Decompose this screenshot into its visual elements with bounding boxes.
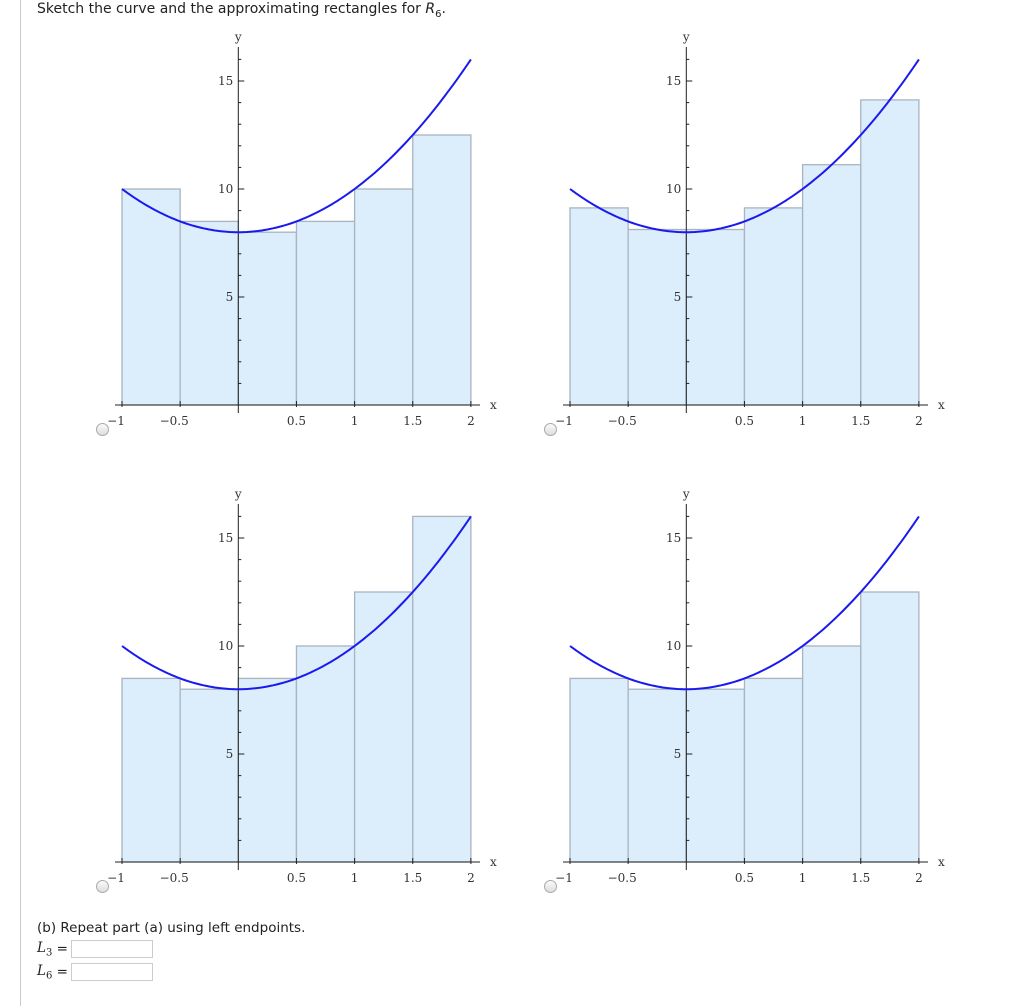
bar [627,228,687,406]
bar [569,207,629,406]
question-text: Sketch the curve and the approximating r… [37,1,446,20]
y-tick-label: 10 [218,639,233,653]
x-tick-label: 1.5 [403,414,422,428]
x-tick-label: −0.5 [160,871,189,885]
y-tick-label: 10 [666,182,681,196]
x-tick-label: 1 [351,871,359,885]
option-chart-4: 5 10 15 −1 −0.5 0.5 1 1.5 2 x y [538,482,968,912]
x-tick-label: 1 [351,414,359,428]
bar [801,164,862,406]
x-tick-label: 1.5 [851,414,870,428]
chart-svg: 5 10 15 −1 −0.5 0.5 1 1.5 2 x y [555,30,945,428]
x-tick-label: −1 [555,871,573,885]
x-tick-label: 2 [915,414,923,428]
y-axis-label: y [682,487,690,501]
x-tick-label: −1 [107,871,125,885]
left-border [20,0,21,1006]
option-radio-4[interactable] [544,880,557,893]
y-axis-label: y [234,30,242,44]
y-tick-label: 5 [226,290,234,304]
bar [353,188,414,406]
option-chart-2: 5 10 15 −1 −0.5 0.5 1 1.5 2 x y [538,25,968,455]
l3-input[interactable] [70,940,153,959]
x-tick-label: 2 [915,871,923,885]
x-tick-label: 2 [467,871,475,885]
bar [353,591,414,863]
bar [121,677,181,863]
y-tick-label: 5 [674,290,682,304]
x-tick-label: 1.5 [403,871,422,885]
bar [743,207,804,406]
x-tick-label: −0.5 [608,414,637,428]
y-tick-label: 15 [666,74,681,88]
bar [569,677,629,863]
x-tick-label: 1 [799,414,807,428]
chart-svg: 5 10 15 −1 −0.5 0.5 1 1.5 2 x y [555,487,945,885]
bar [179,688,239,863]
bar [295,220,356,406]
y-tick-label: 10 [666,639,681,653]
chart-svg: 5 10 15 −1 −0.5 0.5 1 1.5 2 x y [107,30,497,428]
option-chart-3: 5 10 15 −1 −0.5 0.5 1 1.5 2 x y [90,482,520,912]
bar [237,677,298,863]
x-axis-label: x [938,398,945,412]
bar [121,188,181,406]
bar [295,645,356,863]
y-tick-label: 5 [674,747,682,761]
bar [860,99,920,406]
y-tick-label: 15 [218,74,233,88]
bar [237,231,298,406]
l6-input[interactable] [70,963,153,982]
option-radio-3[interactable] [96,880,109,893]
y-tick-label: 15 [218,531,233,545]
x-tick-label: 2 [467,414,475,428]
y-axis-label: y [682,30,690,44]
y-axis-label: y [234,487,242,501]
bar [412,515,472,863]
curve [121,515,472,691]
x-tick-label: 0.5 [287,871,306,885]
r-symbol: R [425,1,436,17]
bar [179,220,239,406]
x-tick-label: 0.5 [735,414,754,428]
x-axis-label: x [490,855,497,869]
bar [412,134,472,406]
part-b-text: (b) Repeat part (a) using left endpoints… [37,920,306,936]
option-radio-2[interactable] [544,423,557,436]
y-tick-label: 15 [666,531,681,545]
curve [569,58,920,234]
x-tick-label: −1 [107,414,125,428]
bar [801,645,862,863]
option-radio-1[interactable] [96,423,109,436]
x-tick-label: 1.5 [851,871,870,885]
bar [685,688,746,863]
x-tick-label: −0.5 [608,871,637,885]
x-tick-label: 0.5 [735,871,754,885]
l6-row: L6 = [37,963,153,982]
x-axis-label: x [938,855,945,869]
option-chart-1: 5 10 15 −1 −0.5 0.5 1 1.5 2 x y [90,25,520,455]
x-axis-label: x [490,398,497,412]
x-tick-label: −0.5 [160,414,189,428]
chart-svg: 5 10 15 −1 −0.5 0.5 1 1.5 2 x y [107,487,497,885]
y-tick-label: 5 [226,747,234,761]
bar [743,677,804,863]
bar [627,688,687,863]
bar [685,228,746,406]
curve [569,515,920,691]
y-tick-label: 10 [218,182,233,196]
l3-row: L3 = [37,940,153,959]
x-tick-label: 1 [799,871,807,885]
x-tick-label: 0.5 [287,414,306,428]
x-tick-label: −1 [555,414,573,428]
curve [121,58,472,234]
bar [860,591,920,863]
